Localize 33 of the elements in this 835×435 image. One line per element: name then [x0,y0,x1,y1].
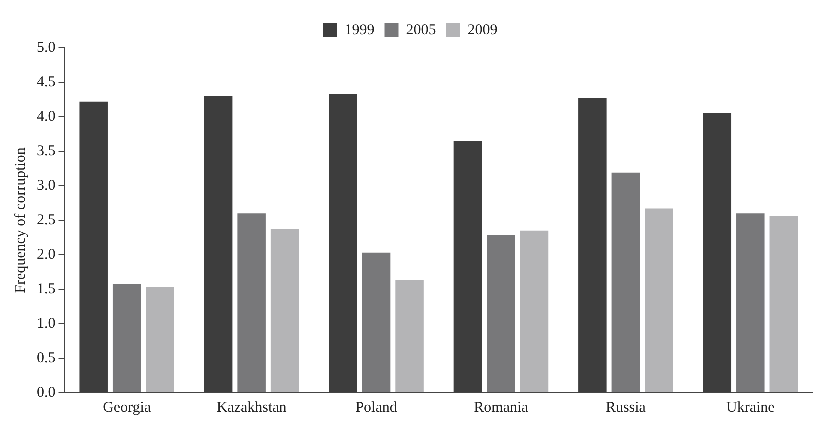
y-tick-label: 2.5 [37,212,56,228]
bar [112,284,142,392]
bar [238,214,266,392]
legend-label: 1999 [344,22,375,38]
y-tick-label: 4.5 [37,74,56,90]
x-tick-label: Georgia [103,400,152,416]
y-tick-label: 2.0 [37,246,56,263]
y-tick-label: 1.0 [37,316,56,332]
bar [645,208,674,392]
y-tick-label: 3.5 [37,143,56,160]
x-tick-label: Russia [606,400,646,416]
bar [396,280,424,392]
y-axis-title: Frequency of corruption [12,147,29,294]
x-tick-label: Ukraine [726,400,776,416]
x-tick-label: Kazakhstan [216,400,288,416]
bar [520,230,549,392]
legend-label: 2009 [468,22,498,38]
y-tick-label: 5.0 [37,40,56,56]
bar [146,287,174,392]
y-tick-label: 0.5 [37,350,56,366]
x-tick-label: Poland [356,400,398,416]
legend-label: 2005 [406,22,436,38]
y-tick-label: 1.5 [37,281,56,298]
bar [770,216,798,392]
bar [270,229,300,392]
bar [612,172,640,392]
bar [736,214,765,392]
y-tick-label: 0.0 [37,384,56,401]
x-tick-label: Romania [474,400,529,416]
y-tick-label: 3.0 [37,178,56,194]
bar [487,234,516,392]
y-tick-label: 4.0 [37,108,56,125]
bar [362,252,391,392]
